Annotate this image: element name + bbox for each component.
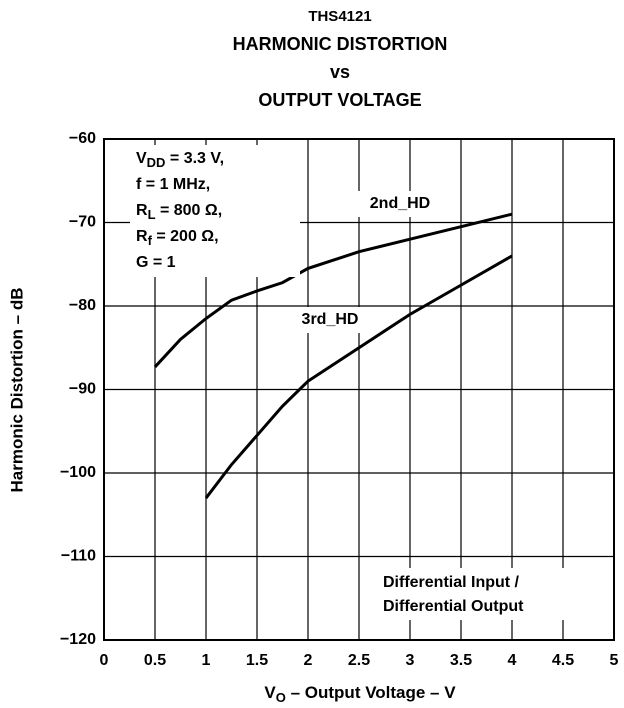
chart-title: OUTPUT VOLTAGE	[258, 90, 421, 110]
x-axis-label-part: – Output Voltage – V	[286, 683, 456, 702]
condition-part: = 800 Ω,	[156, 202, 223, 219]
y-tick-label: −120	[60, 631, 96, 648]
y-tick-label: −60	[69, 130, 96, 147]
condition-part: DD	[147, 155, 166, 170]
note: Differential Output	[383, 598, 524, 615]
condition-part: V	[136, 150, 147, 167]
y-tick-label: −100	[60, 464, 96, 481]
y-tick-label: −90	[69, 381, 96, 398]
condition-part: f = 1 MHz,	[136, 176, 210, 193]
y-tick-label: −70	[69, 214, 96, 231]
condition-part: = 200 Ω,	[152, 228, 219, 245]
x-tick-label: 3	[406, 652, 415, 669]
condition: G = 1	[136, 254, 176, 271]
x-axis-label: VO – Output Voltage – V	[264, 683, 456, 705]
note-bg	[378, 568, 578, 620]
condition-part: R	[136, 202, 148, 219]
x-tick-label: 4	[508, 652, 517, 669]
series-label: 3rd_HD	[302, 311, 359, 328]
x-tick-label: 2	[304, 652, 313, 669]
condition: f = 1 MHz,	[136, 176, 210, 193]
condition-part: L	[148, 207, 156, 222]
condition-part: = 3.3 V,	[165, 150, 224, 167]
conditions-bg	[130, 145, 300, 277]
plot-frame	[103, 138, 615, 641]
x-tick-label: 4.5	[552, 652, 574, 669]
x-tick-label: 5	[610, 652, 619, 669]
chart-title: vs	[330, 62, 350, 82]
x-tick-label: 1	[202, 652, 211, 669]
x-tick-label: 2.5	[348, 652, 370, 669]
condition-part: f	[148, 233, 153, 248]
y-tick-label: −80	[69, 297, 96, 314]
x-axis-label-part: V	[264, 683, 276, 702]
condition: Rf = 200 Ω,	[136, 228, 219, 248]
condition: RL = 800 Ω,	[136, 202, 222, 222]
y-axis-label: Harmonic Distortion – dB	[7, 288, 26, 493]
condition-part: R	[136, 228, 148, 245]
line	[204, 254, 513, 499]
y-tick-label: −110	[61, 548, 96, 565]
x-tick-label: 3.5	[450, 652, 472, 669]
series-label: 2nd_HD	[370, 195, 430, 212]
x-tick-label: 0	[100, 652, 109, 669]
series-label-bg	[285, 307, 375, 333]
series-label-bg	[355, 191, 445, 217]
line	[153, 212, 513, 368]
chart-title: HARMONIC DISTORTION	[233, 34, 448, 54]
x-tick-label: 0.5	[144, 652, 166, 669]
note: Differential Input /	[383, 574, 520, 591]
chart-title: THS4121	[308, 8, 371, 25]
condition: VDD = 3.3 V,	[136, 150, 224, 170]
x-tick-label: 1.5	[246, 652, 268, 669]
x-axis-label-part: O	[276, 690, 286, 705]
condition-part: G = 1	[136, 254, 176, 271]
